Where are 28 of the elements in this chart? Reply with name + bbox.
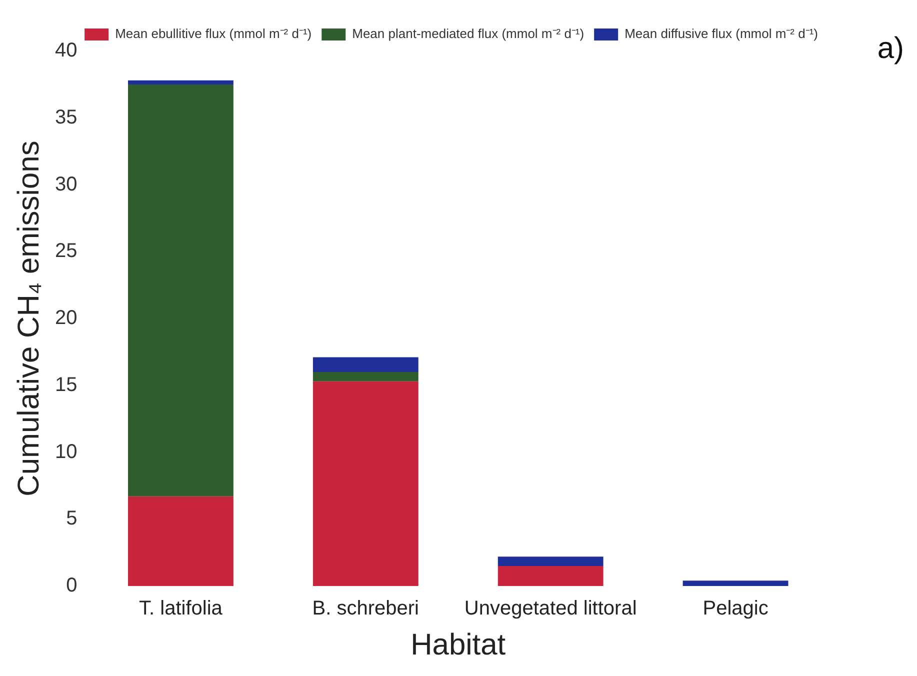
bar bbox=[128, 80, 234, 84]
bar bbox=[312, 357, 418, 372]
y-tick-label: 25 bbox=[54, 240, 78, 262]
x-tick-label: Unvegetated littoral bbox=[464, 598, 637, 620]
bar bbox=[128, 496, 234, 586]
bar bbox=[312, 381, 418, 586]
x-tick-label: Pelagic bbox=[702, 598, 768, 620]
y-tick-label: 5 bbox=[66, 508, 78, 530]
text: a) bbox=[877, 32, 904, 66]
y-tick-label: 0 bbox=[66, 574, 78, 597]
bar bbox=[128, 84, 234, 496]
bar bbox=[682, 580, 788, 586]
y-tick-label: 20 bbox=[54, 307, 78, 330]
y-axis-title: Cumulative CH₄ emissions bbox=[12, 140, 46, 496]
y-tick-label: 10 bbox=[54, 440, 78, 463]
x-tick-label: B. schreberi bbox=[312, 598, 420, 620]
y-tick-label: 15 bbox=[54, 374, 78, 396]
bar bbox=[312, 372, 418, 382]
bar bbox=[498, 556, 604, 566]
x-tick-label: T. latifolia bbox=[139, 598, 224, 620]
y-tick-label: 40 bbox=[54, 40, 78, 62]
bar bbox=[498, 566, 604, 586]
legend-label: Mean plant-mediated flux (mmol m⁻² d⁻¹) bbox=[352, 26, 584, 42]
y-tick-label: 30 bbox=[54, 173, 78, 196]
y-tick-label: 35 bbox=[54, 106, 78, 128]
x-axis-title: Habitat bbox=[410, 628, 506, 662]
legend-label: Mean diffusive flux (mmol m⁻² d⁻¹) bbox=[624, 26, 818, 42]
legend-label: Mean ebullitive flux (mmol m⁻² d⁻¹) bbox=[115, 26, 312, 42]
